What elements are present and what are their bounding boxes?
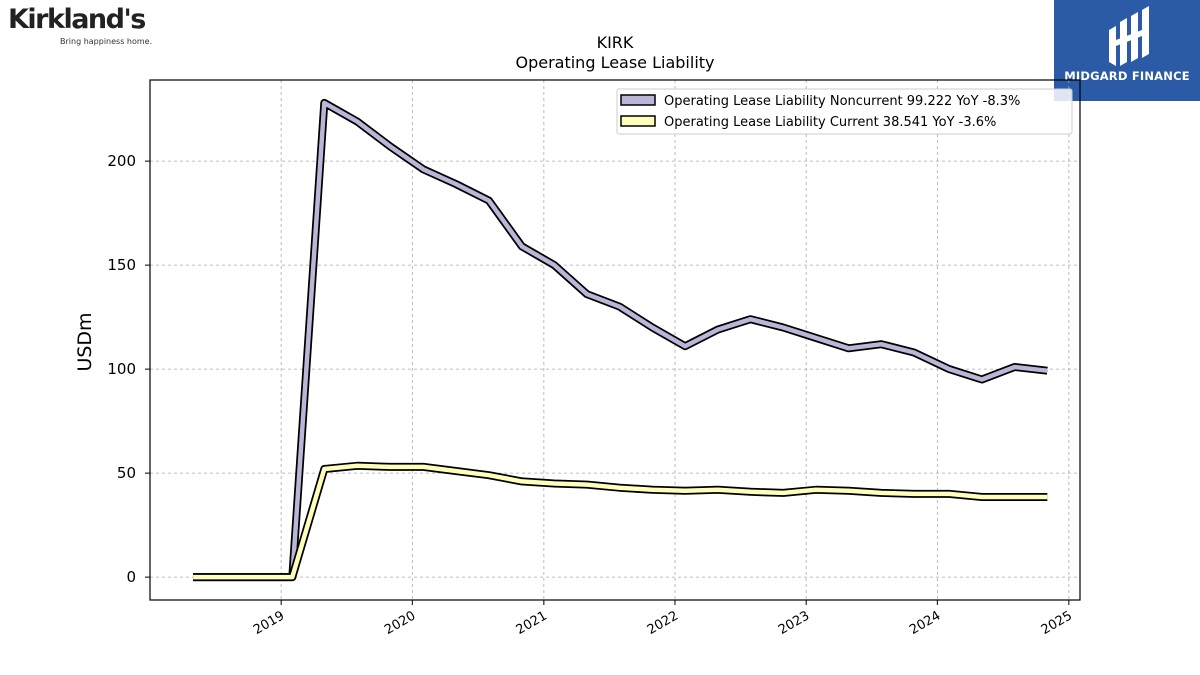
midgard-emblem-icon (1109, 6, 1149, 66)
x-tick-label: 2020 (382, 608, 418, 638)
chart-subtitle: Operating Lease Liability (515, 53, 714, 72)
chart-title: KIRK (597, 33, 634, 52)
kirklands-logo-brand: Kirkland's (8, 4, 146, 35)
midgard-finance-name: MIDGARD FINANCE (1064, 69, 1190, 83)
x-tick-label: 2021 (514, 608, 550, 638)
legend-label: Operating Lease Liability Current 38.541… (664, 115, 996, 130)
x-tick-label: 2024 (907, 608, 943, 638)
series-1-line (193, 100, 1048, 580)
x-tick-label: 2023 (776, 608, 812, 638)
series-2-line (193, 463, 1048, 580)
x-tick-label: 2022 (645, 608, 681, 638)
midgard-finance-logo: MIDGARD FINANCE (1054, 0, 1200, 101)
legend: Operating Lease Liability Noncurrent 99.… (616, 88, 1073, 135)
legend-swatch (620, 115, 656, 127)
legend-box (616, 88, 1073, 135)
y-tick-label: 200 (107, 152, 136, 170)
x-tick-label: 2025 (1039, 608, 1075, 638)
kirklands-logo: Kirkland's Bring happiness home. (8, 4, 158, 50)
y-tick-label: 100 (107, 360, 136, 378)
legend-label: Operating Lease Liability Noncurrent 99.… (664, 94, 1020, 109)
plot-frame (149, 79, 1081, 601)
y-tick-label: 150 (107, 256, 136, 274)
axis-ticks: 0 50 100 150 200 2019 2020 2021 2022 2023 2024 2025 (107, 152, 1075, 638)
y-axis-label: USDm (74, 312, 96, 371)
series-lines (193, 98, 1048, 582)
y-tick-label: 50 (117, 464, 136, 482)
gridlines (150, 80, 1080, 600)
legend-swatch (620, 94, 656, 106)
y-tick-label: 0 (126, 568, 136, 586)
x-tick-label: 2019 (251, 608, 287, 638)
kirklands-logo-tagline: Bring happiness home. (60, 37, 153, 46)
